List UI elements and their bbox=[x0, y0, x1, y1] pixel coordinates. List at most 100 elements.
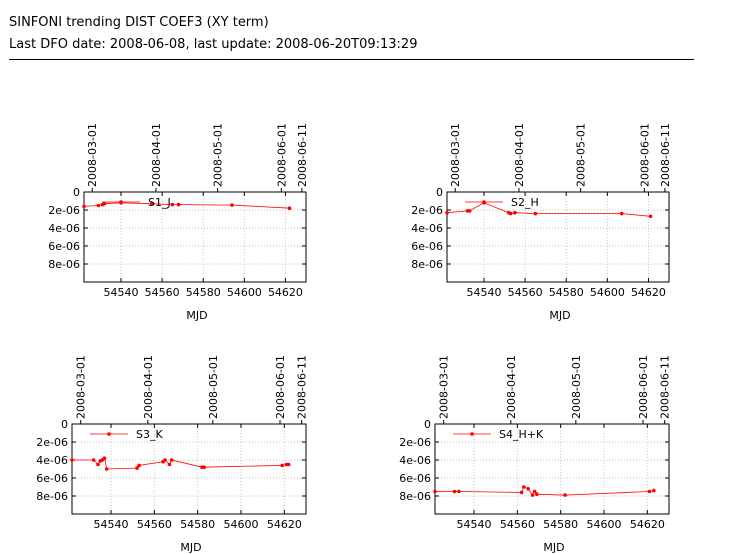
date-tick-label: 2008-06-11 bbox=[296, 355, 309, 419]
legend-swatch-point bbox=[470, 432, 474, 436]
x-tick-label: 54600 bbox=[587, 518, 622, 531]
page-subtitle: Last DFO date: 2008-06-08, last update: … bbox=[9, 37, 418, 52]
date-tick-label: 2008-06-11 bbox=[296, 123, 309, 187]
chart-panel-4: 54540 54560 54580 54600 54620 0 2e-06 4e-06 6e-0… bbox=[399, 355, 671, 554]
y-tick-label: 8e-06 bbox=[399, 490, 431, 503]
y-tick-label: 2e-06 bbox=[48, 204, 80, 217]
date-tick-label: 2008-04-01 bbox=[505, 355, 518, 419]
data-point bbox=[163, 458, 167, 462]
data-point bbox=[137, 463, 141, 468]
data-point bbox=[467, 209, 472, 213]
plot-frame bbox=[83, 191, 307, 283]
y-tick-label: 0 bbox=[436, 186, 443, 199]
series-line bbox=[83, 202, 290, 209]
data-point bbox=[563, 493, 567, 497]
x-axis-label: MJD bbox=[186, 309, 207, 322]
data-point bbox=[452, 489, 457, 494]
data-point bbox=[535, 492, 539, 497]
x-tick-label: 54540 bbox=[467, 286, 502, 299]
data-point bbox=[202, 465, 206, 470]
x-axis-label: MJD bbox=[543, 541, 564, 554]
y-tick-label: 8e-06 bbox=[36, 490, 68, 503]
x-tick-label: 54580 bbox=[543, 518, 578, 531]
data-point bbox=[104, 467, 109, 471]
x-tick-label: 54600 bbox=[227, 286, 262, 299]
data-point bbox=[619, 211, 624, 216]
y-tick-label: 0 bbox=[424, 418, 431, 431]
y-tick-label: 0 bbox=[61, 418, 68, 431]
data-point bbox=[652, 488, 656, 493]
x-tick-label: 54620 bbox=[630, 518, 665, 531]
date-tick-label: 2008-05-01 bbox=[570, 355, 583, 419]
date-tick-label: 2008-06-11 bbox=[659, 123, 672, 187]
chart-panel-3: 54540 54560 54580 54600 54620 0 2e-06 4e-06 6e-0… bbox=[36, 355, 308, 554]
chart-panel-1: 54540 54560 54580 54600 54620 0 2e-06 4e-06 6e-0… bbox=[48, 123, 309, 322]
data-point bbox=[102, 201, 107, 206]
y-tick-label: 0 bbox=[73, 186, 80, 199]
y-tick-label: 6e-06 bbox=[411, 240, 443, 253]
x-tick-label: 54540 bbox=[94, 518, 129, 531]
data-point bbox=[519, 490, 524, 495]
data-point bbox=[230, 203, 234, 207]
data-point bbox=[70, 458, 74, 462]
y-tick-label: 8e-06 bbox=[48, 258, 80, 271]
series-line bbox=[435, 486, 654, 496]
data-point bbox=[533, 211, 538, 216]
data-point bbox=[648, 214, 653, 219]
x-tick-label: 54620 bbox=[631, 286, 666, 299]
data-point bbox=[170, 202, 175, 207]
data-point bbox=[135, 466, 139, 470]
x-tick-label: 54580 bbox=[186, 286, 221, 299]
x-tick-label: 54540 bbox=[457, 518, 492, 531]
legend-swatch-point bbox=[482, 200, 486, 204]
legend-swatch-point bbox=[119, 200, 123, 204]
data-point bbox=[91, 458, 96, 462]
x-tick-label: 54620 bbox=[268, 286, 303, 299]
date-tick-label: 2008-06-11 bbox=[659, 355, 672, 419]
x-tick-label: 54560 bbox=[508, 286, 543, 299]
date-tick-label: 2008-03-01 bbox=[449, 123, 462, 187]
x-tick-label: 54560 bbox=[500, 518, 535, 531]
date-tick-label: 2008-04-01 bbox=[150, 123, 163, 187]
page-title: SINFONI trending DIST COEF3 (XY term) bbox=[9, 15, 269, 30]
legend-label: S3_K bbox=[136, 428, 163, 441]
x-tick-label: 54580 bbox=[549, 286, 584, 299]
x-axis-label: MJD bbox=[549, 309, 570, 322]
date-tick-label: 2008-06-01 bbox=[275, 123, 288, 187]
y-tick-label: 4e-06 bbox=[411, 222, 443, 235]
data-point bbox=[102, 456, 107, 461]
legend-swatch-point bbox=[107, 432, 111, 436]
y-tick-label: 6e-06 bbox=[399, 472, 431, 485]
y-tick-label: 6e-06 bbox=[36, 472, 68, 485]
data-point bbox=[150, 201, 154, 206]
date-tick-label: 2008-06-01 bbox=[637, 355, 650, 419]
date-tick-label: 2008-04-01 bbox=[513, 123, 526, 187]
data-point bbox=[513, 210, 517, 215]
y-tick-label: 2e-06 bbox=[411, 204, 443, 217]
y-tick-label: 2e-06 bbox=[399, 436, 431, 449]
data-point bbox=[532, 489, 537, 494]
date-tick-label: 2008-03-01 bbox=[75, 355, 88, 419]
plot-frame bbox=[434, 423, 670, 515]
data-point bbox=[176, 202, 181, 207]
data-point bbox=[647, 489, 652, 494]
x-tick-label: 54560 bbox=[137, 518, 172, 531]
x-tick-label: 54600 bbox=[224, 518, 259, 531]
x-tick-label: 54620 bbox=[267, 518, 302, 531]
data-point bbox=[96, 203, 101, 208]
x-tick-label: 54580 bbox=[180, 518, 215, 531]
data-point bbox=[169, 458, 174, 462]
x-tick-label: 54600 bbox=[590, 286, 625, 299]
y-tick-label: 6e-06 bbox=[48, 240, 80, 253]
legend-label: S1_J bbox=[148, 196, 171, 209]
date-tick-label: 2008-04-01 bbox=[142, 355, 155, 419]
data-point bbox=[433, 489, 437, 494]
data-point bbox=[287, 206, 292, 210]
plot-frame bbox=[446, 191, 670, 283]
x-tick-label: 54560 bbox=[145, 286, 180, 299]
legend-label: S2_H bbox=[511, 196, 539, 209]
data-point bbox=[96, 462, 100, 467]
date-tick-label: 2008-03-01 bbox=[438, 355, 451, 419]
data-point bbox=[508, 211, 513, 216]
